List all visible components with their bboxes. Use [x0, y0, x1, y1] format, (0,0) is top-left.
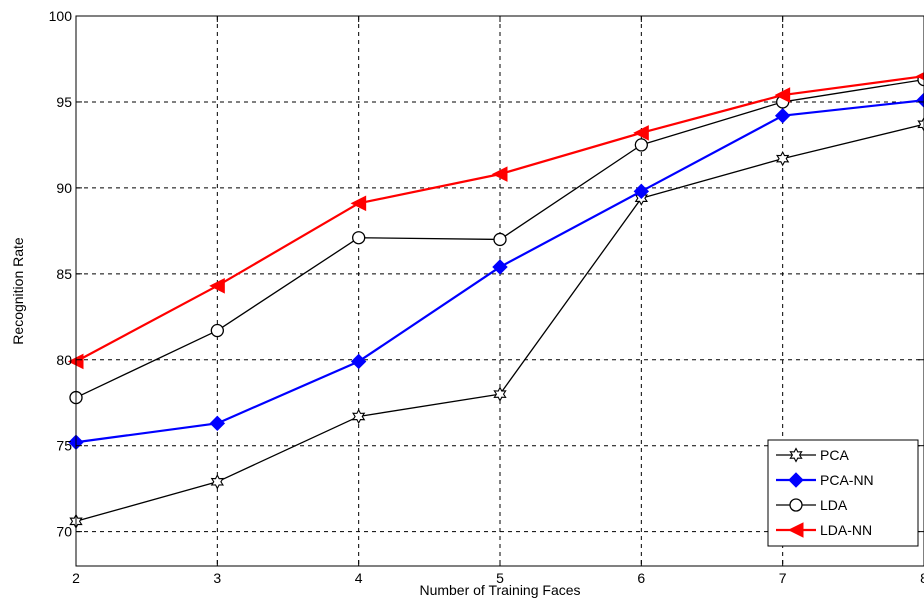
data-point: [350, 195, 367, 212]
x-tick-label: 7: [779, 570, 787, 586]
y-tick-label: 90: [56, 180, 72, 196]
x-axis-label: Number of Training Faces: [419, 582, 580, 598]
series-layer: [67, 72, 924, 529]
data-point: [210, 323, 224, 338]
legend-label: LDA: [820, 497, 848, 513]
y-axis-label: Recognition Rate: [10, 237, 26, 345]
y-tick-label: 100: [49, 8, 73, 24]
data-point: [350, 353, 367, 370]
legend-marker: [788, 472, 804, 488]
data-point: [209, 415, 226, 432]
data-point: [634, 138, 648, 152]
data-point: [209, 278, 225, 294]
x-tick-label: 4: [355, 570, 363, 586]
data-point: [633, 125, 649, 141]
y-tick-label: 80: [56, 352, 72, 368]
legend-label: PCA-NN: [820, 472, 874, 488]
data-point: [917, 116, 924, 132]
legend-label: LDA-NN: [820, 522, 872, 538]
legend-marker: [789, 447, 803, 463]
legend-item: PCA: [776, 447, 849, 463]
x-tick-label: 8: [920, 570, 924, 586]
series-lda-nn: [67, 72, 924, 370]
legend-item: PCA-NN: [776, 472, 874, 488]
y-tick-label: 85: [56, 266, 72, 282]
legend-item: LDA-NN: [776, 522, 872, 538]
data-point: [774, 87, 791, 103]
y-tick-label: 75: [56, 438, 72, 454]
data-point: [493, 386, 507, 402]
data-point: [633, 183, 650, 200]
data-point: [210, 474, 224, 490]
axis-ticks: 2 3 4 5 6 7 8 70 75 80 85 90 95 100: [49, 8, 924, 586]
x-tick-label: 3: [213, 570, 221, 586]
data-point: [776, 150, 790, 167]
x-tick-label: 6: [637, 570, 645, 586]
legend-label: PCA: [820, 447, 849, 463]
data-point: [774, 107, 791, 124]
data-point: [916, 92, 924, 108]
legend-marker: [789, 498, 803, 512]
x-tick-label: 2: [72, 570, 80, 586]
data-point: [352, 231, 366, 245]
data-point: [491, 166, 508, 182]
data-point: [352, 408, 366, 425]
data-point: [915, 72, 924, 81]
y-tick-label: 95: [56, 94, 72, 110]
data-point: [492, 259, 508, 275]
legend-marker: [787, 522, 804, 538]
series-pca-nn: [68, 92, 924, 450]
data-point: [493, 232, 507, 247]
legend-item: LDA: [776, 497, 848, 513]
y-tick-label: 70: [56, 524, 72, 540]
legend: PCA PCA-NN LDA LDA-NN: [767, 439, 919, 547]
x-tick-label: 5: [496, 570, 504, 586]
